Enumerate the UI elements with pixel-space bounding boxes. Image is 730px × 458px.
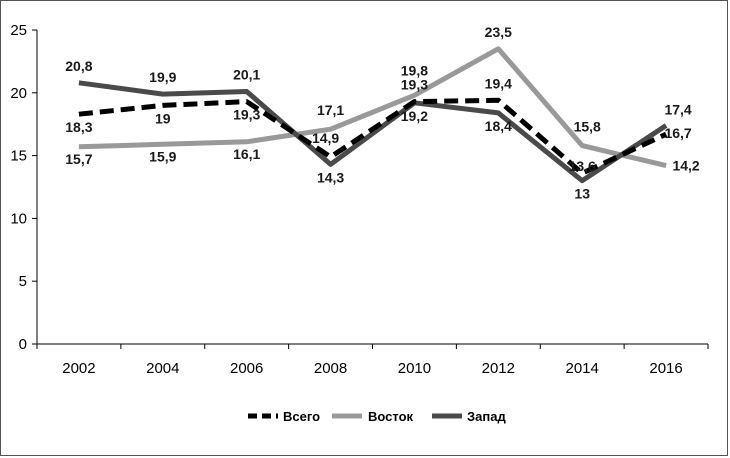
x-tick-label: 2002 (62, 360, 95, 377)
series-line-2 (78, 80, 668, 184)
data-label: 19,3 (401, 77, 428, 93)
x-tick-label: 2016 (649, 360, 682, 377)
y-tick-label: 15 (10, 148, 27, 165)
data-label: 15,7 (65, 151, 92, 167)
series-line-0 (78, 97, 668, 176)
x-tick-label: 2008 (314, 360, 347, 377)
legend-label-0: Всего (283, 409, 320, 424)
data-label: 14,2 (672, 158, 699, 174)
y-tick-label: 25 (10, 22, 27, 39)
data-label: 19,2 (401, 108, 428, 124)
data-label: 19,9 (149, 69, 176, 85)
y-tick-label: 10 (10, 210, 27, 227)
data-label: 16,1 (233, 146, 260, 162)
data-label: 17,4 (664, 102, 691, 118)
data-label: 20,8 (65, 58, 92, 74)
data-label: 13 (574, 186, 590, 202)
data-label: 15,8 (574, 119, 601, 135)
legend-label-1: Восток (368, 409, 414, 424)
data-labels: 18,3 19 19,3 14,9 19,3 19,4 13,6 16,7 15,7 15,9 16… (65, 24, 700, 202)
x-tick-label: 2006 (230, 360, 263, 377)
data-label: 18,4 (485, 118, 512, 134)
data-label: 23,5 (485, 24, 512, 40)
legend-label-2: Запад (467, 409, 506, 424)
y-tick-label: 0 (19, 336, 27, 353)
x-tick-label: 2010 (398, 360, 431, 377)
data-label: 19 (155, 110, 171, 126)
x-tick-label: 2012 (482, 360, 515, 377)
y-tick-label: 5 (19, 273, 27, 290)
x-tick-label: 2004 (146, 360, 179, 377)
data-label: 20,1 (233, 67, 260, 83)
data-label: 19,4 (485, 75, 512, 91)
data-label: 19,8 (401, 62, 428, 78)
y-tick-label: 20 (10, 85, 27, 102)
axes: 0 5 10 15 20 25 2002 2004 2006 2008 2010 2012 2014 20… (10, 22, 709, 377)
data-label: 14,3 (317, 169, 344, 185)
series-lines (78, 46, 668, 184)
data-label: 17,1 (317, 102, 344, 118)
x-tick-label: 2014 (566, 360, 599, 377)
legend: Всего Восток Запад (248, 409, 506, 424)
data-label: 16,7 (664, 125, 691, 141)
data-label: 15,9 (149, 148, 176, 164)
data-label: 13,6 (569, 158, 596, 174)
data-label: 14,9 (312, 130, 339, 146)
data-label: 18,3 (65, 119, 92, 135)
data-label: 19,3 (233, 107, 260, 123)
series-line-1 (78, 46, 667, 169)
